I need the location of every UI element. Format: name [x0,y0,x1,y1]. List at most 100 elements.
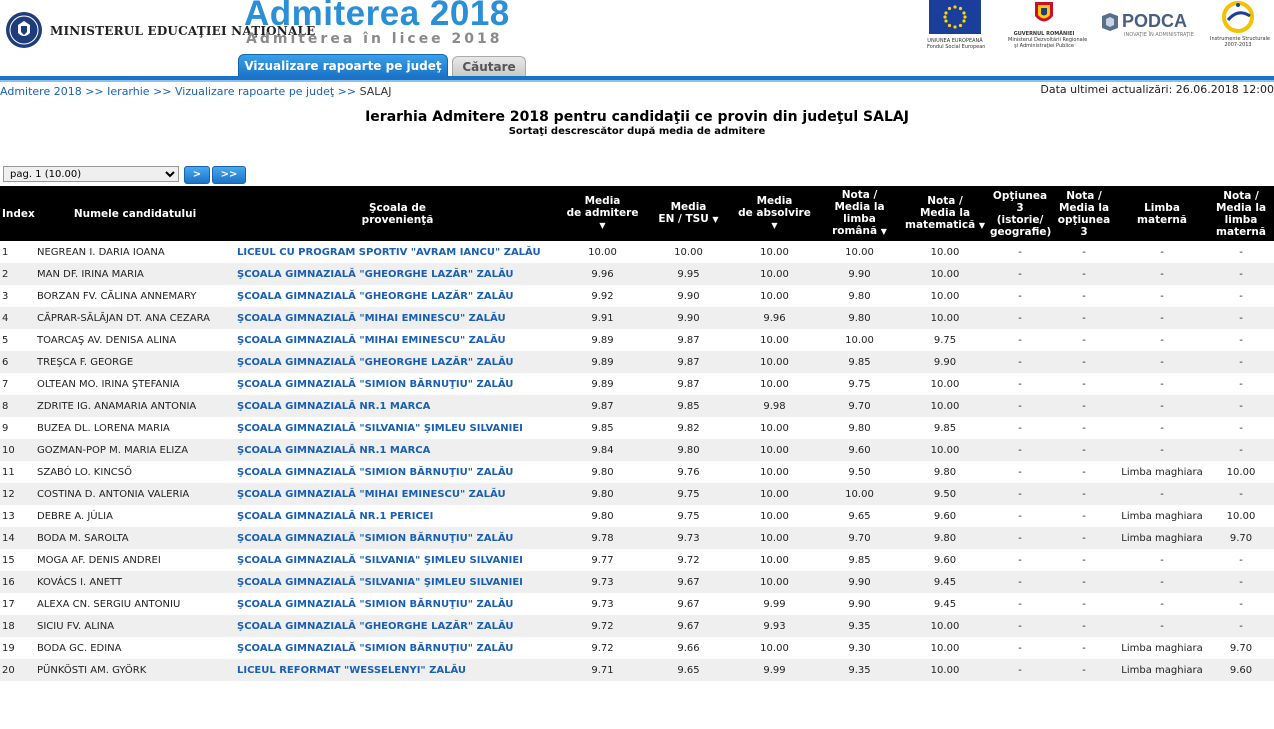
cell-nota-romana: 9.80 [817,285,902,307]
cell-name: GOZMAN-POP M. MARIA ELIZA [35,439,235,461]
col-nota-materna[interactable]: Nota / Media la limba maternă [1208,186,1274,241]
cell-media-absolvire: 10.00 [732,263,817,285]
cell-school[interactable]: ŞCOALA GIMNAZIALĂ "SIMION BĂRNUŢIU" ZALĂ… [235,373,560,395]
cell-limba-materna: - [1116,263,1208,285]
cell-school[interactable]: LICEUL CU PROGRAM SPORTIV "AVRAM IANCU" … [235,241,560,263]
col-optiunea-3[interactable]: Opţiunea 3 (istorie/geografie) [988,186,1052,241]
cell-school[interactable]: ŞCOALA GIMNAZIALĂ "MIHAI EMINESCU" ZALĂU [235,329,560,351]
table-row: 3 BORZAN FV. CĂLINA ANNEMARY ŞCOALA GIMNAZ… [0,285,1274,307]
cell-media-absolvire: 10.00 [732,505,817,527]
cell-media-absolvire: 10.00 [732,527,817,549]
tab-cautare[interactable]: Căutare [452,56,526,77]
cell-school[interactable]: ŞCOALA GIMNAZIALĂ NR.1 MARCA [235,395,560,417]
cell-media-absolvire: 10.00 [732,483,817,505]
col-nota-materna-label: maternă [1216,225,1266,238]
cell-school[interactable]: ŞCOALA GIMNAZIALĂ "SIMION BĂRNUŢIU" ZALĂ… [235,527,560,549]
cell-school[interactable]: ŞCOALA GIMNAZIALĂ "GHEORGHE LAZĂR" ZALĂU [235,351,560,373]
page-select[interactable]: pag. 1 (10.00) [3,166,179,182]
table-row: 13 DEBRE A. JÚLIA ŞCOALA GIMNAZIALĂ NR.1 P… [0,505,1274,527]
cell-nota-romana: 10.00 [817,241,902,263]
cell-index: 7 [0,373,35,395]
col-nota-romana[interactable]: Nota / Media la limba română ▼ [817,186,902,241]
cell-nota-romana: 9.30 [817,637,902,659]
cell-name: OLTEAN MO. IRINA ŞTEFANIA [35,373,235,395]
sort-down-icon: ▼ [880,227,887,236]
col-nota-matematica[interactable]: Nota / Media la matematică ▼ [902,186,988,241]
cell-school[interactable]: ŞCOALA GIMNAZIALĂ "SILVANIA" ŞIMLEU SILV… [235,549,560,571]
cell-name: MAN DF. IRINA MARIA [35,263,235,285]
cell-media-admitere: 9.89 [560,329,645,351]
cell-school[interactable]: ŞCOALA GIMNAZIALĂ "GHEORGHE LAZĂR" ZALĂU [235,263,560,285]
sort-down-icon: ▼ [771,221,778,230]
cell-media-absolvire: 10.00 [732,637,817,659]
cell-optiunea: - [988,439,1052,461]
cell-school[interactable]: ŞCOALA GIMNAZIALĂ NR.1 MARCA [235,439,560,461]
site-header: MINISTERUL EDUCAŢIEI NAŢIONALE Admiterea… [0,0,1274,80]
cell-limba-materna: - [1116,351,1208,373]
cell-nota-materna: - [1208,241,1274,263]
cell-nota-materna: 9.60 [1208,659,1274,681]
cell-name: DEBRE A. JÚLIA [35,505,235,527]
table-row: 4 CĂPRAR-SĂLĂJAN DT. ANA CEZARA ŞCOALA GIM… [0,307,1274,329]
cell-optiunea: - [988,395,1052,417]
breadcrumb-admitere-2018[interactable]: Admitere 2018 [0,85,82,98]
cell-nota-optiunea: - [1052,373,1116,395]
podca-name: PODCA [1122,11,1188,31]
col-nota-materna-label: Nota / [1223,189,1259,202]
col-nota-optiunea[interactable]: Nota / Media la opţiunea 3 [1052,186,1116,241]
tab-vizualizare-rapoarte[interactable]: Vizualizare rapoarte pe judeţ [238,54,448,77]
cell-name: SZABÓ LO. KINCSŐ [35,461,235,483]
cell-school[interactable]: LICEUL REFORMAT "WESSELENYI" ZALĂU [235,659,560,681]
col-media-absolvire[interactable]: Media de absolvire ▼ [732,186,817,241]
cell-school[interactable]: ŞCOALA GIMNAZIALĂ "GHEORGHE LAZĂR" ZALĂU [235,615,560,637]
col-nota-materna-label: limba [1224,213,1258,226]
cell-media-absolvire: 9.96 [732,307,817,329]
cell-school[interactable]: ŞCOALA GIMNAZIALĂ "SILVANIA" ŞIMLEU SILV… [235,417,560,439]
col-index[interactable]: Index [0,186,35,241]
cell-limba-materna: - [1116,571,1208,593]
col-index-label: Index [2,207,35,220]
cell-media-absolvire: 10.00 [732,549,817,571]
col-nota-optiunea-label: opţiunea [1057,213,1111,226]
cell-school[interactable]: ŞCOALA GIMNAZIALĂ "SIMION BĂRNUŢIU" ZALĂ… [235,461,560,483]
cell-media-admitere: 9.84 [560,439,645,461]
cell-school[interactable]: ŞCOALA GIMNAZIALĂ "MIHAI EMINESCU" ZALĂU [235,307,560,329]
table-row: 10 GOZMAN-POP M. MARIA ELIZA ŞCOALA GIMNAZ… [0,439,1274,461]
col-name[interactable]: Numele candidatului [35,186,235,241]
cell-media-en: 9.75 [645,505,732,527]
breadcrumb-ierarhie[interactable]: Ierarhie [107,85,150,98]
cell-media-en: 9.67 [645,615,732,637]
col-optiunea-label: (istorie/ [996,213,1044,226]
table-row: 8 ZDRITE IG. ANAMARIA ANTONIA ŞCOALA GIMNA… [0,395,1274,417]
cell-media-admitere: 9.73 [560,593,645,615]
cell-limba-materna: Limba maghiara [1116,505,1208,527]
last-page-button[interactable]: >> [212,166,246,184]
cell-index: 3 [0,285,35,307]
cell-school[interactable]: ŞCOALA GIMNAZIALĂ "SIMION BĂRNUŢIU" ZALĂ… [235,593,560,615]
cell-media-admitere: 9.80 [560,461,645,483]
cell-nota-matematica: 9.80 [902,527,988,549]
cell-media-absolvire: 9.93 [732,615,817,637]
col-school[interactable]: Şcoala de provenienţă [235,186,560,241]
eu-caption-1: UNIUNEA EUROPEANĂ [927,38,983,44]
cell-nota-optiunea: - [1052,439,1116,461]
cell-school[interactable]: ŞCOALA GIMNAZIALĂ NR.1 PERICEI [235,505,560,527]
cell-media-admitere: 9.77 [560,549,645,571]
col-limba-materna[interactable]: Limba maternă [1116,186,1208,241]
cell-school[interactable]: ŞCOALA GIMNAZIALĂ "SIMION BĂRNUŢIU" ZALĂ… [235,637,560,659]
cell-school[interactable]: ŞCOALA GIMNAZIALĂ "GHEORGHE LAZĂR" ZALĂU [235,285,560,307]
header-divider-light [0,80,1274,82]
next-page-button[interactable]: > [184,166,210,184]
cell-limba-materna: - [1116,615,1208,637]
breadcrumb-vizualizare[interactable]: Vizualizare rapoarte pe judeţ [175,85,335,98]
cell-optiunea: - [988,483,1052,505]
cell-index: 14 [0,527,35,549]
cell-limba-materna: - [1116,307,1208,329]
col-media-en[interactable]: Media EN / TSU ▼ [645,186,732,241]
cell-nota-matematica: 9.60 [902,549,988,571]
cell-media-admitere: 9.96 [560,263,645,285]
government-logo: GUVERNUL ROMÂNIEI Ministerul Dezvoltării… [1008,0,1087,54]
cell-school[interactable]: ŞCOALA GIMNAZIALĂ "MIHAI EMINESCU" ZALĂU [235,483,560,505]
col-media-admitere[interactable]: Media de admitere ▼ [560,186,645,241]
cell-school[interactable]: ŞCOALA GIMNAZIALĂ "SILVANIA" ŞIMLEU SILV… [235,571,560,593]
